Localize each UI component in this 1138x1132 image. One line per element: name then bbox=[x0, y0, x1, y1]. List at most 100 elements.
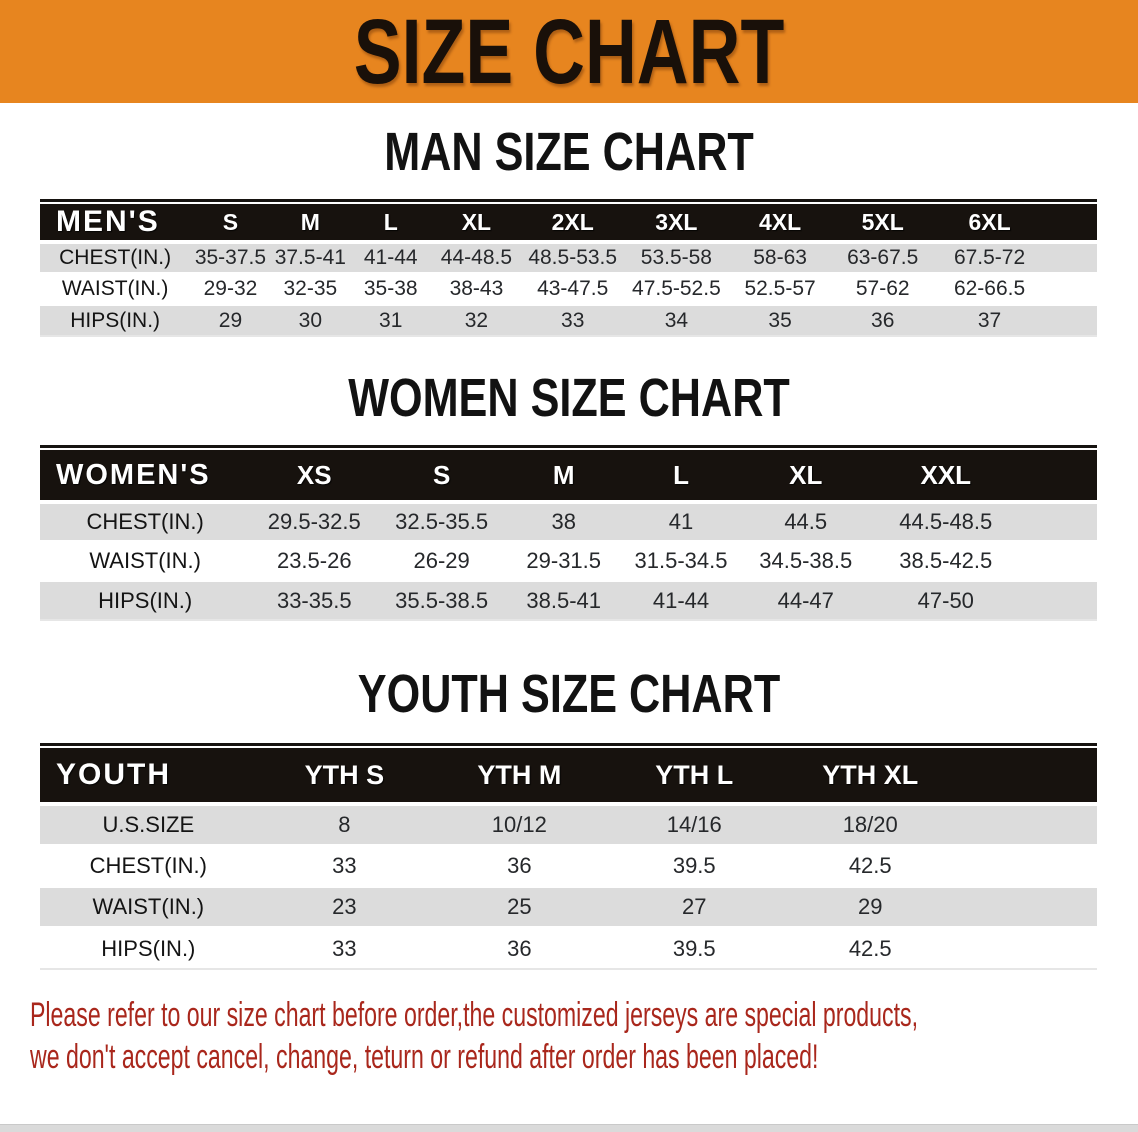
size-value: 53.5-58 bbox=[624, 244, 729, 275]
size-value: 10/12 bbox=[432, 806, 607, 847]
size-column-header: XS bbox=[250, 448, 379, 504]
size-value: 14/16 bbox=[606, 806, 782, 847]
row-filler bbox=[958, 806, 1097, 847]
size-value: 33 bbox=[256, 847, 433, 888]
row-filler bbox=[958, 888, 1097, 929]
size-value: 63-67.5 bbox=[831, 244, 935, 275]
size-column-header: YTH L bbox=[606, 746, 782, 806]
women-size-heading-text: WOMEN SIZE CHART bbox=[348, 368, 790, 428]
man-size-section: MAN SIZE CHART MEN'S S M L XL 2XL 3XL 4XL 5XL 6XL… bbox=[0, 125, 1138, 337]
man-size-heading: MAN SIZE CHART bbox=[0, 125, 1138, 179]
table-corner-label: MEN'S bbox=[40, 202, 191, 244]
table-row: CHEST(IN.) 35-37.5 37.5-41 41-44 44-48.5 48.5… bbox=[40, 244, 1097, 275]
size-value: 36 bbox=[432, 847, 607, 888]
size-column-header: 5XL bbox=[831, 202, 935, 244]
row-filler bbox=[1045, 244, 1097, 275]
women-size-section: WOMEN SIZE CHART WOMEN'S XS S M L XL XXL CHEST(… bbox=[0, 371, 1138, 621]
size-value: 31.5-34.5 bbox=[622, 543, 740, 582]
header-filler bbox=[1045, 202, 1097, 244]
men-size-table: MEN'S S M L XL 2XL 3XL 4XL 5XL 6XL CHEST(IN.) 35-37… bbox=[40, 199, 1097, 337]
youth-size-table: YOUTH YTH S YTH M YTH L YTH XL U.S.SIZE 8 10/12… bbox=[40, 743, 1097, 970]
row-filler bbox=[1019, 582, 1097, 621]
size-value: 38.5-42.5 bbox=[871, 543, 1020, 582]
size-value: 37 bbox=[934, 306, 1046, 337]
youth-size-section: YOUTH SIZE CHART YOUTH YTH S YTH M YTH L YTH… bbox=[0, 667, 1138, 970]
size-value: 29 bbox=[190, 306, 271, 337]
youth-size-heading: YOUTH SIZE CHART bbox=[0, 667, 1138, 721]
size-column-header: S bbox=[378, 448, 506, 504]
size-value: 42.5 bbox=[781, 847, 959, 888]
row-filler bbox=[958, 847, 1097, 888]
size-value: 38.5-41 bbox=[505, 582, 623, 621]
row-label: CHEST(IN.) bbox=[40, 244, 191, 275]
header-filler bbox=[958, 746, 1097, 806]
size-chart-banner: SIZE CHART bbox=[0, 0, 1138, 103]
table-header-row: YOUTH YTH S YTH M YTH L YTH XL bbox=[40, 746, 1097, 806]
table-row: WAIST(IN.) 23.5-26 26-29 29-31.5 31.5-34.5 34… bbox=[40, 543, 1097, 582]
size-value: 47.5-52.5 bbox=[624, 275, 729, 306]
size-value: 18/20 bbox=[781, 806, 959, 847]
size-value: 26-29 bbox=[378, 543, 506, 582]
size-value: 41-44 bbox=[622, 582, 740, 621]
size-value: 36 bbox=[831, 306, 935, 337]
size-value: 62-66.5 bbox=[934, 275, 1046, 306]
size-value: 34.5-38.5 bbox=[739, 543, 872, 582]
size-column-header: 2XL bbox=[521, 202, 625, 244]
women-size-heading: WOMEN SIZE CHART bbox=[0, 371, 1138, 425]
size-value: 29.5-32.5 bbox=[250, 504, 379, 543]
size-value: 29-32 bbox=[190, 275, 271, 306]
size-value: 42.5 bbox=[781, 929, 959, 970]
size-value: 39.5 bbox=[606, 929, 782, 970]
size-value: 23 bbox=[256, 888, 433, 929]
size-value: 43-47.5 bbox=[521, 275, 625, 306]
size-value: 29 bbox=[781, 888, 959, 929]
size-column-header: L bbox=[622, 448, 740, 504]
size-column-header: L bbox=[350, 202, 432, 244]
size-value: 57-62 bbox=[831, 275, 935, 306]
size-value: 35 bbox=[728, 306, 832, 337]
size-value: 47-50 bbox=[871, 582, 1020, 621]
size-column-header: M bbox=[505, 448, 623, 504]
size-value: 41 bbox=[622, 504, 740, 543]
size-value: 32 bbox=[431, 306, 522, 337]
size-value: 23.5-26 bbox=[250, 543, 379, 582]
row-label: U.S.SIZE bbox=[40, 806, 257, 847]
table-row: CHEST(IN.) 33 36 39.5 42.5 bbox=[40, 847, 1097, 888]
size-value: 33-35.5 bbox=[250, 582, 379, 621]
size-value: 35-37.5 bbox=[190, 244, 271, 275]
size-column-header: XXL bbox=[871, 448, 1020, 504]
size-value: 32-35 bbox=[270, 275, 350, 306]
table-header-row: MEN'S S M L XL 2XL 3XL 4XL 5XL 6XL bbox=[40, 202, 1097, 244]
size-value: 33 bbox=[521, 306, 625, 337]
size-column-header: 4XL bbox=[728, 202, 832, 244]
size-column-header: XL bbox=[739, 448, 872, 504]
size-value: 34 bbox=[624, 306, 729, 337]
size-column-header: YTH M bbox=[432, 746, 607, 806]
table-row: HIPS(IN.) 29 30 31 32 33 34 35 36 37 bbox=[40, 306, 1097, 337]
size-value: 8 bbox=[256, 806, 433, 847]
size-value: 44-48.5 bbox=[431, 244, 522, 275]
table-corner-label: YOUTH bbox=[40, 746, 257, 806]
size-value: 52.5-57 bbox=[728, 275, 832, 306]
row-filler bbox=[1045, 306, 1097, 337]
size-value: 58-63 bbox=[728, 244, 832, 275]
women-size-table: WOMEN'S XS S M L XL XXL CHEST(IN.) 29.5-32.5 32.5… bbox=[40, 445, 1097, 621]
row-filler bbox=[1019, 504, 1097, 543]
size-value: 67.5-72 bbox=[934, 244, 1046, 275]
size-value: 44.5-48.5 bbox=[871, 504, 1020, 543]
size-value: 44.5 bbox=[739, 504, 872, 543]
header-filler bbox=[1019, 448, 1097, 504]
table-row: HIPS(IN.) 33 36 39.5 42.5 bbox=[40, 929, 1097, 970]
row-label: HIPS(IN.) bbox=[40, 582, 251, 621]
bottom-divider bbox=[0, 1124, 1138, 1132]
row-filler bbox=[1045, 275, 1097, 306]
size-value: 38 bbox=[505, 504, 623, 543]
size-value: 35.5-38.5 bbox=[378, 582, 506, 621]
disclaimer-line-1: Please refer to our size chart before or… bbox=[30, 996, 918, 1034]
size-value: 30 bbox=[270, 306, 350, 337]
row-label: WAIST(IN.) bbox=[40, 888, 257, 929]
table-row: WAIST(IN.) 29-32 32-35 35-38 38-43 43-47.5 47.… bbox=[40, 275, 1097, 306]
size-value: 37.5-41 bbox=[270, 244, 350, 275]
row-label: CHEST(IN.) bbox=[40, 504, 251, 543]
